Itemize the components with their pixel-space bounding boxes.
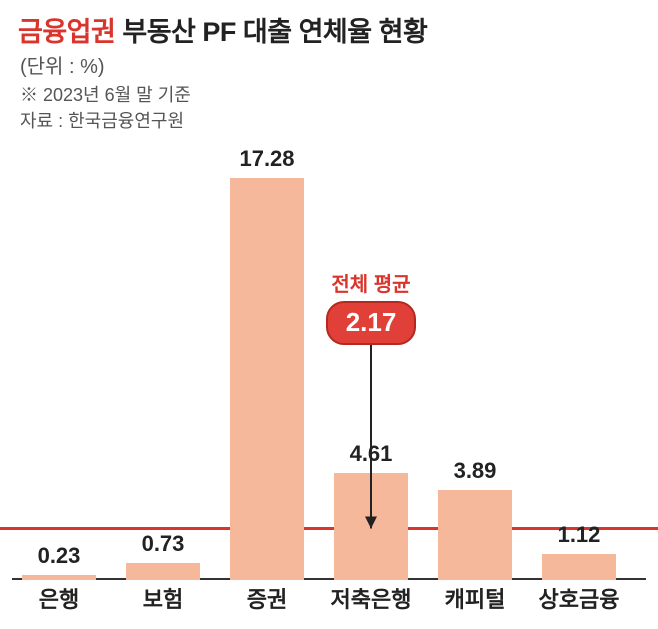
title-rest: 부동산 PF 대출 연체율 현황 bbox=[115, 17, 427, 47]
note-line-1: ※ 2023년 6월 말 기준 bbox=[20, 82, 191, 108]
x-axis-label: 증권 bbox=[247, 582, 287, 614]
average-callout: 전체 평균 2.17 bbox=[316, 268, 426, 345]
bar bbox=[438, 490, 512, 580]
average-value-pill: 2.17 bbox=[326, 301, 417, 345]
bar-value-label: 1.12 bbox=[558, 522, 601, 548]
bar-value-label: 17.28 bbox=[239, 146, 294, 172]
x-axis-label: 저축은행 bbox=[331, 582, 412, 614]
bar bbox=[230, 178, 304, 580]
bar bbox=[22, 575, 96, 580]
arrow-down-icon bbox=[361, 345, 381, 529]
chart-title: 금융업권 부동산 PF 대출 연체율 현황 bbox=[18, 10, 427, 49]
chart-note: ※ 2023년 6월 말 기준 자료 : 한국금융연구원 bbox=[20, 82, 191, 134]
x-axis-label: 은행 bbox=[39, 582, 79, 614]
x-axis-label: 캐피털 bbox=[445, 582, 506, 614]
bar-chart: 0.230.7317.284.613.891.12 bbox=[0, 150, 658, 580]
bar-value-label: 0.23 bbox=[38, 543, 81, 569]
bar-value-label: 3.89 bbox=[454, 458, 497, 484]
bar-value-label: 0.73 bbox=[142, 531, 185, 557]
x-axis-label: 보험 bbox=[143, 582, 183, 614]
unit-label: (단위 : %) bbox=[20, 50, 105, 79]
note-line-2: 자료 : 한국금융연구원 bbox=[20, 108, 191, 134]
average-label: 전체 평균 bbox=[316, 268, 426, 297]
x-axis-labels: 은행 보험 증권 저축은행 캐피털 상호금융 bbox=[0, 582, 658, 622]
x-axis-label: 상호금융 bbox=[539, 582, 620, 614]
title-accent: 금융업권 bbox=[18, 17, 115, 47]
bar bbox=[542, 554, 616, 580]
bar bbox=[126, 563, 200, 580]
